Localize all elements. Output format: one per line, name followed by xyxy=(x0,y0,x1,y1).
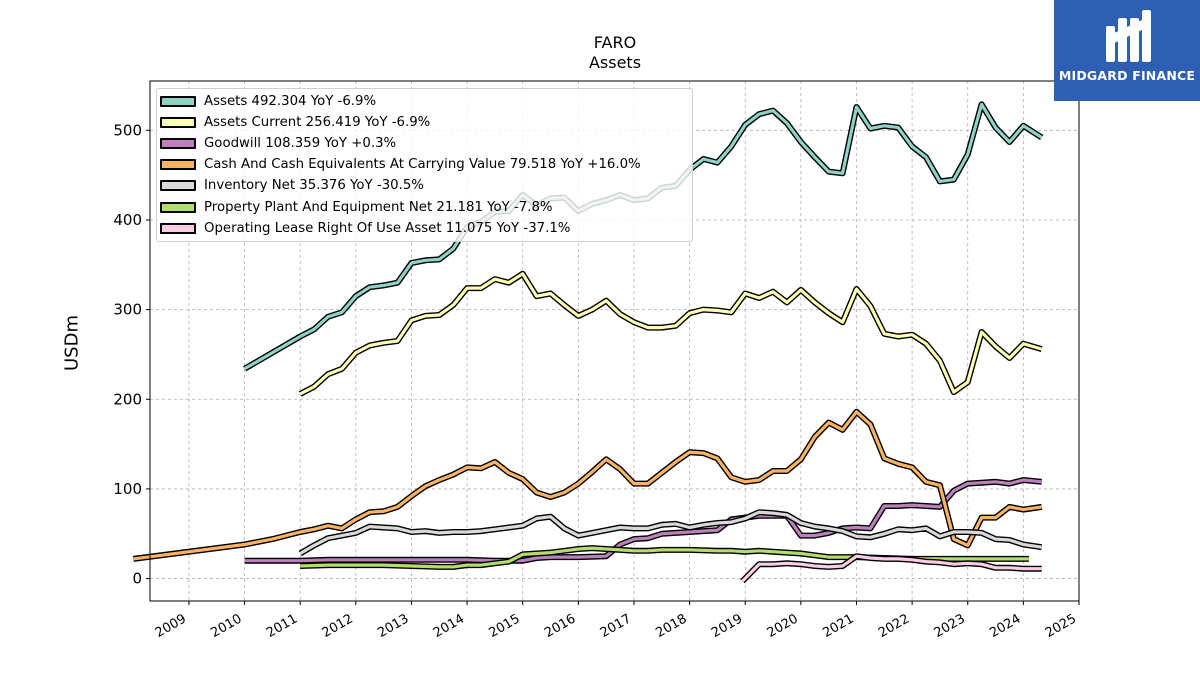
x-tick-label: 2020 xyxy=(765,611,801,641)
series-line xyxy=(299,510,1042,555)
x-tick-label: 2022 xyxy=(876,611,912,641)
series-6 xyxy=(740,553,1042,584)
logo-icon xyxy=(1106,10,1151,62)
x-tick-label: 2010 xyxy=(208,611,244,641)
x-tick-label: 2013 xyxy=(375,611,411,641)
chart-subtitle: Assets xyxy=(588,53,642,72)
logo-text: MIDGARD FINANCE xyxy=(1058,68,1196,83)
legend-item: Property Plant And Equipment Net 21.181 … xyxy=(160,197,553,217)
legend-label: Operating Lease Right Of Use Asset 11.07… xyxy=(204,220,571,236)
legend-label: Cash And Cash Equivalents At Carrying Va… xyxy=(204,157,641,173)
series-line xyxy=(299,272,1043,396)
legend-swatch xyxy=(160,180,196,192)
x-tick-label: 2015 xyxy=(487,611,523,641)
series-3 xyxy=(132,408,1043,562)
legend-swatch xyxy=(160,201,196,213)
chart-legend: Assets 492.304 YoY -6.9% Assets Current 2… xyxy=(156,88,693,242)
x-tick-label: 2025 xyxy=(1043,611,1079,641)
legend-item: Assets Current 256.419 YoY -6.9% xyxy=(160,112,430,132)
y-tick-label: 500 xyxy=(113,121,142,139)
y-axis-label: USDm xyxy=(61,315,83,371)
series-1 xyxy=(298,270,1043,397)
legend-swatch xyxy=(160,95,196,107)
legend-item: Assets 492.304 YoY -6.9% xyxy=(160,91,376,111)
legend-item: Goodwill 108.359 YoY +0.3% xyxy=(160,133,396,153)
series-line xyxy=(133,410,1042,561)
legend-swatch xyxy=(160,137,196,149)
legend-item: Cash And Cash Equivalents At Carrying Va… xyxy=(160,155,641,175)
x-tick-label: 2011 xyxy=(264,611,300,641)
x-tick-label: 2017 xyxy=(598,611,634,641)
x-tick-label: 2012 xyxy=(320,611,356,641)
legend-label: Inventory Net 35.376 YoY -30.5% xyxy=(204,178,424,194)
x-tick-label: 2016 xyxy=(542,611,578,641)
chart-title: FARO xyxy=(593,33,637,52)
brand-logo: MIDGARD FINANCE xyxy=(1054,0,1200,101)
series-line xyxy=(741,554,1042,583)
y-tick-label: 400 xyxy=(113,211,142,229)
legend-item: Operating Lease Right Of Use Asset 11.07… xyxy=(160,218,570,238)
x-tick-label: 2021 xyxy=(820,611,856,641)
legend-label: Property Plant And Equipment Net 21.181 … xyxy=(204,199,553,215)
y-tick-label: 100 xyxy=(113,480,142,498)
legend-item: Inventory Net 35.376 YoY -30.5% xyxy=(160,176,424,196)
x-tick-label: 2023 xyxy=(932,611,968,641)
legend-swatch xyxy=(160,159,196,171)
x-tick-label: 2014 xyxy=(431,611,467,641)
y-tick-label: 200 xyxy=(113,390,142,408)
legend-swatch xyxy=(160,116,196,128)
y-tick-label: 300 xyxy=(113,301,142,319)
x-tick-label: 2024 xyxy=(987,611,1023,641)
legend-swatch xyxy=(160,222,196,234)
plot-frame xyxy=(149,80,1080,602)
legend-label: Assets Current 256.419 YoY -6.9% xyxy=(204,114,431,130)
y-tick-label: 0 xyxy=(132,570,142,588)
legend-label: Assets 492.304 YoY -6.9% xyxy=(204,93,377,109)
x-tick-label: 2009 xyxy=(153,611,189,641)
x-tick-label: 2018 xyxy=(653,611,689,641)
series-4 xyxy=(298,509,1043,557)
legend-label: Goodwill 108.359 YoY +0.3% xyxy=(204,135,397,151)
x-tick-label: 2019 xyxy=(709,611,745,641)
